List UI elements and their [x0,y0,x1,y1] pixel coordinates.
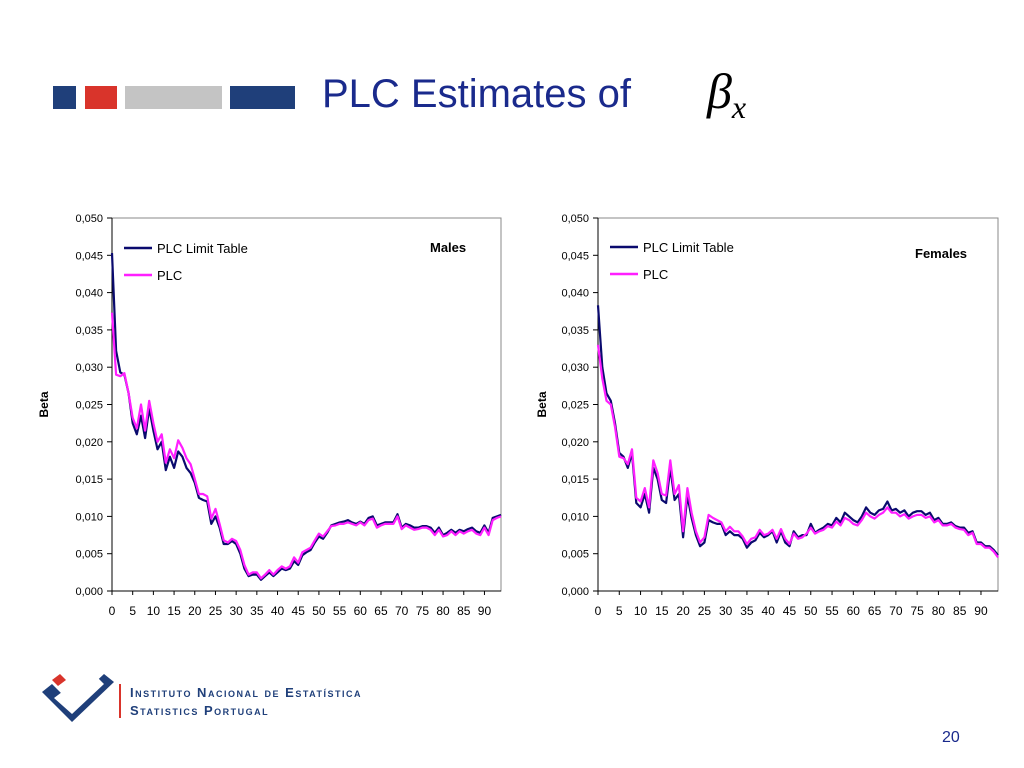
x-tick-label: 20 [188,604,202,618]
beta-symbol: βx [707,66,746,123]
y-tick-label: 0,030 [561,362,589,374]
legend-label: PLC Limit Table [643,240,734,255]
header-deco-bar-4 [230,86,295,109]
x-tick-label: 30 [719,604,733,618]
x-tick-label: 85 [457,604,471,618]
y-tick-label: 0,045 [561,250,589,262]
y-tick-label: 0,020 [561,437,589,449]
y-tick-label: 0,025 [561,400,589,412]
legend-label: PLC [157,268,182,283]
females-beta-chart: 0,000 0,005 0,010 0,015 0,020 0,025 0,030 0,035… [535,213,999,618]
x-tick-label: 40 [762,604,776,618]
legend-label: PLC [643,267,668,282]
x-tick-label: 90 [974,604,988,618]
y-tick-label: 0,035 [75,325,103,337]
y-tick-label: 0,025 [75,400,103,412]
x-tick-label: 55 [333,604,347,618]
x-tick-label: 60 [354,604,368,618]
x-tick-label: 65 [374,604,388,618]
y-tick-label: 0,040 [75,288,103,300]
x-tick-label: 25 [209,604,223,618]
x-tick-label: 90 [478,604,492,618]
ine-logo: Instituto Nacional de Estatística Statis… [42,674,362,722]
y-axis-label: Beta [37,391,51,417]
y-tick-label: 0,035 [561,325,589,337]
x-tick-label: 30 [229,604,243,618]
x-tick-label: 40 [271,604,285,618]
x-tick-label: 25 [698,604,712,618]
ine-logo-checkmark-icon [42,674,114,722]
x-tick-label: 80 [932,604,946,618]
x-tick-label: 35 [250,604,264,618]
x-tick-label: 85 [953,604,967,618]
x-tick-label: 10 [147,604,161,618]
y-tick-label: 0,050 [75,213,103,225]
series-line-plc-limit-table [110,253,502,581]
x-tick-label: 45 [292,604,306,618]
y-tick-label: 0,015 [561,474,589,486]
x-tick-label: 80 [436,604,450,618]
y-tick-label: 0,000 [561,586,589,598]
x-tick-label: 50 [804,604,818,618]
header-deco-bar-2 [85,86,117,109]
y-tick-label: 0,015 [75,474,103,486]
x-tick-label: 50 [312,604,326,618]
x-tick-label: 10 [634,604,648,618]
x-tick-label: 70 [395,604,409,618]
x-tick-label: 15 [655,604,669,618]
y-tick-label: 0,020 [75,437,103,449]
y-tick-label: 0,000 [75,586,103,598]
x-tick-label: 60 [847,604,861,618]
x-tick-label: 35 [740,604,754,618]
x-tick-label: 5 [616,604,623,618]
series-line-plc [110,312,502,580]
x-tick-label: 0 [109,604,116,618]
y-tick-label: 0,010 [75,511,103,523]
slide-title: PLC Estimates of [322,72,632,116]
y-axis-label: Beta [535,391,549,417]
x-tick-label: 15 [167,604,181,618]
chart-annotation: Females [915,246,967,261]
ine-logo-line1: Instituto Nacional de Estatística [130,685,362,700]
x-tick-label: 20 [676,604,690,618]
x-tick-label: 55 [825,604,839,618]
y-tick-label: 0,010 [561,511,589,523]
x-tick-label: 65 [868,604,882,618]
x-tick-label: 75 [416,604,430,618]
header-deco-bar-3 [125,86,222,109]
series-line-plc-limit-table [596,305,999,556]
x-tick-label: 70 [889,604,903,618]
legend-label: PLC Limit Table [157,241,248,256]
y-tick-label: 0,005 [561,549,589,561]
x-tick-label: 45 [783,604,797,618]
y-tick-label: 0,005 [75,549,103,561]
page-number: 20 [942,729,960,746]
header-deco-bar-1 [53,86,76,109]
x-tick-label: 5 [129,604,136,618]
males-beta-chart: 0,000 0,005 0,010 0,015 0,020 0,025 0,030 0,035… [37,213,502,618]
y-tick-label: 0,045 [75,250,103,262]
ine-logo-line2: Statistics Portugal [130,703,269,718]
beta-symbol-glyph: β [707,63,732,119]
y-tick-label: 0,050 [561,213,589,225]
y-tick-label: 0,030 [75,362,103,374]
x-tick-label: 0 [595,604,602,618]
series-line-plc [596,344,999,559]
chart-annotation: Males [430,240,466,255]
x-tick-label: 75 [910,604,924,618]
beta-symbol-subscript: x [731,89,747,125]
y-tick-label: 0,040 [561,288,589,300]
